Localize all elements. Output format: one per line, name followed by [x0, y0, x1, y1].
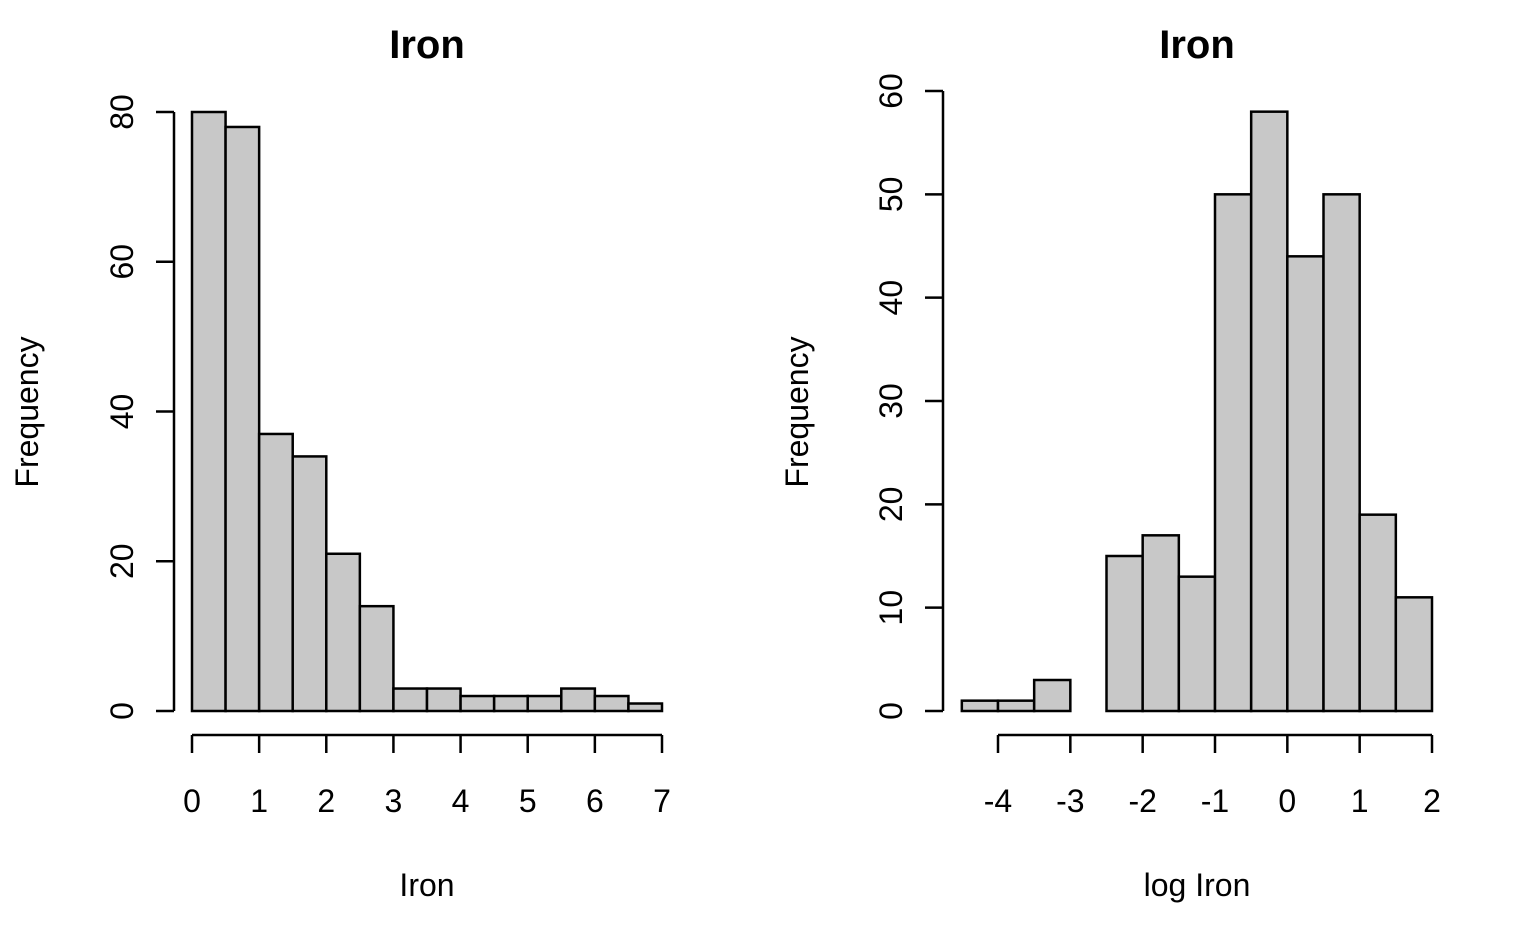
histogram-bar [325, 552, 362, 713]
x-tick-label: -2 [1128, 783, 1156, 819]
x-tick-label: -1 [1201, 783, 1229, 819]
x-tick-label: -3 [1056, 783, 1084, 819]
histogram-bar [560, 687, 597, 713]
x-axis-label: Iron [399, 867, 454, 903]
y-axis-label: Frequency [9, 336, 45, 487]
histogram-iron-panel: Iron Iron Frequency 0 1 2 3 4 5 6 7 0 20 40 60 80 [9, 23, 671, 903]
histogram-bar [1394, 596, 1434, 713]
x-tick-label: 6 [586, 783, 604, 819]
x-tick-label: 3 [385, 783, 403, 819]
histogram-bar [224, 125, 261, 713]
histogram-bar [358, 604, 395, 713]
histogram-bar [1177, 575, 1217, 713]
histogram-log-iron-panel: Iron log Iron Frequency -4 -3 -2 -1 0 1 2 0 10 2… [779, 23, 1441, 903]
x-tick-label: 0 [183, 783, 201, 819]
y-tick-label: 30 [873, 383, 909, 419]
histogram-bar [492, 694, 529, 713]
histogram-bar [1358, 513, 1398, 713]
histogram-bar [1322, 193, 1361, 713]
y-tick-label: 60 [873, 73, 909, 109]
x-tick-label: -4 [984, 783, 1012, 819]
histogram-bar [627, 702, 664, 713]
y-tick-label: 20 [104, 543, 140, 579]
y-tick-label: 20 [873, 487, 909, 523]
histogram-bar [1105, 554, 1144, 713]
x-axis: 0 1 2 3 4 5 6 7 [183, 733, 671, 819]
x-axis: -4 -3 -2 -1 0 1 2 [984, 733, 1441, 819]
x-tick-label: 0 [1278, 783, 1296, 819]
x-tick-label: 2 [317, 783, 335, 819]
chart-title: Iron [389, 23, 465, 67]
histogram-bar [996, 699, 1036, 713]
y-tick-label: 80 [104, 94, 140, 130]
chart-title: Iron [1159, 23, 1235, 67]
histogram-bar [1249, 110, 1289, 713]
y-tick-label: 10 [873, 590, 909, 626]
x-tick-label: 2 [1423, 783, 1441, 819]
histogram-bar [960, 699, 1000, 713]
y-tick-label: 40 [104, 394, 140, 430]
bars [190, 110, 664, 713]
y-axis: 0 20 40 60 80 [104, 94, 176, 720]
x-tick-label: 1 [1351, 783, 1369, 819]
x-tick-label: 5 [519, 783, 537, 819]
histogram-bar [291, 455, 328, 713]
y-tick-label: 50 [873, 177, 909, 213]
x-tick-label: 1 [250, 783, 268, 819]
x-tick-label: 7 [653, 783, 671, 819]
x-axis-label: log Iron [1144, 867, 1251, 903]
y-tick-label: 0 [873, 702, 909, 720]
histogram-bar [425, 687, 462, 713]
histogram-bar [1032, 678, 1072, 713]
histogram-bar [593, 694, 630, 713]
histogram-bar [257, 432, 294, 713]
x-tick-label: 4 [452, 783, 470, 819]
histogram-bar [190, 110, 227, 713]
histogram-bar [1286, 255, 1325, 713]
y-tick-label: 60 [104, 244, 140, 280]
y-tick-label: 40 [873, 280, 909, 316]
histogram-bar [392, 687, 429, 713]
histogram-bar [1141, 534, 1181, 713]
bars [960, 110, 1434, 713]
histogram-bar [1213, 193, 1253, 713]
histogram-bar [459, 694, 496, 713]
y-axis: 0 10 20 30 40 50 60 [873, 73, 945, 720]
histogram-bar [526, 694, 563, 713]
y-tick-label: 0 [104, 702, 140, 720]
y-axis-label: Frequency [779, 336, 815, 487]
